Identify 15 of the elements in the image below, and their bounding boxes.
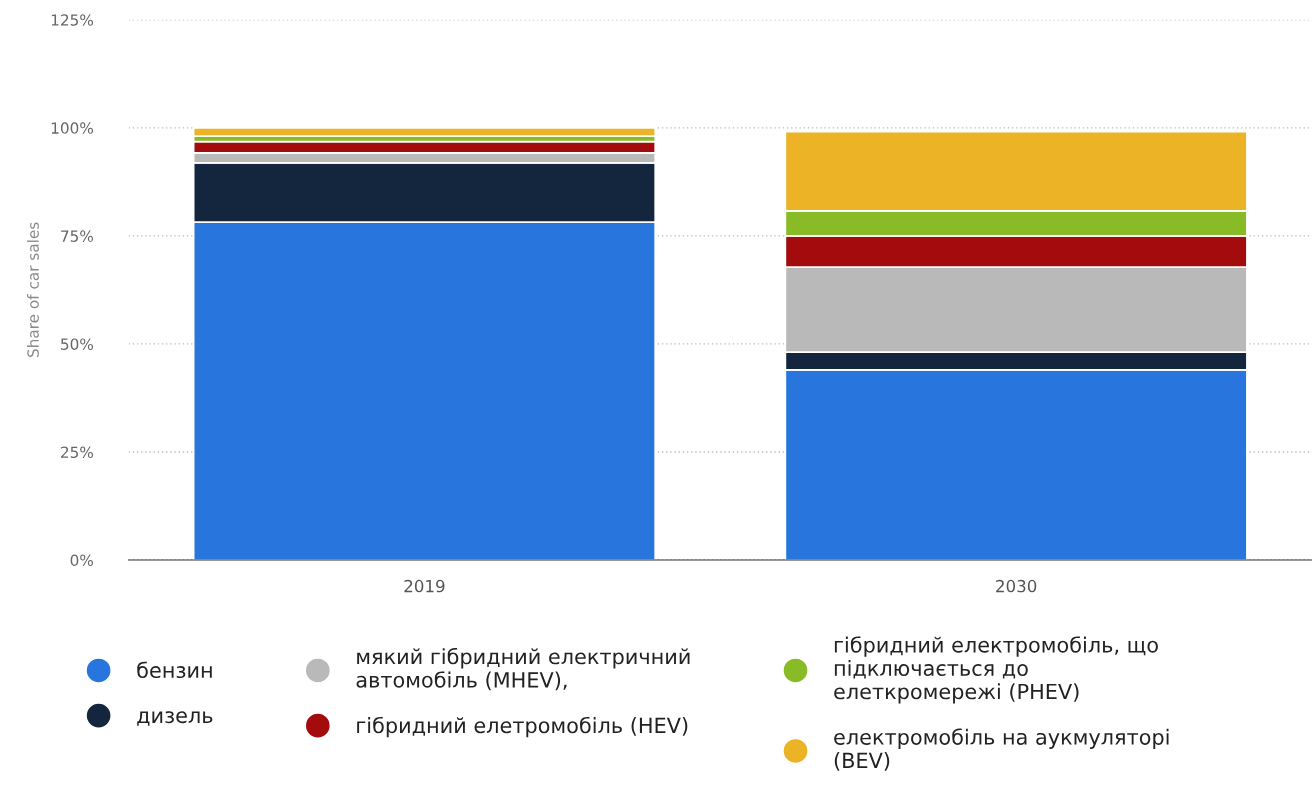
legend-label: дизель — [137, 711, 213, 726]
legend-label: мякий гібридний електричний автомобіль (MHEV), — [356, 647, 690, 691]
y-tick-label: 100% — [51, 122, 94, 134]
legend-label: гібридний елетромобіль (HEV) — [357, 716, 688, 738]
legend-label: електромобіль на аукмуляторі (BEV) — [834, 728, 1169, 771]
y-tick-label: 50% — [61, 338, 94, 350]
legend-label: гібридний електромобіль, що підключається до елеткромережі (PHEV) — [834, 636, 1158, 704]
y-axis-title: Share of car sales — [27, 222, 39, 358]
y-tick-label: 25% — [61, 446, 94, 458]
x-tick-label: 2019 — [404, 579, 445, 593]
y-tick-label: 0% — [70, 554, 94, 567]
y-tick-label: 75% — [61, 230, 94, 242]
legend-label: бензин — [137, 661, 212, 679]
y-tick-label: 125% — [51, 14, 94, 26]
x-tick-label: 2030 — [996, 579, 1037, 593]
